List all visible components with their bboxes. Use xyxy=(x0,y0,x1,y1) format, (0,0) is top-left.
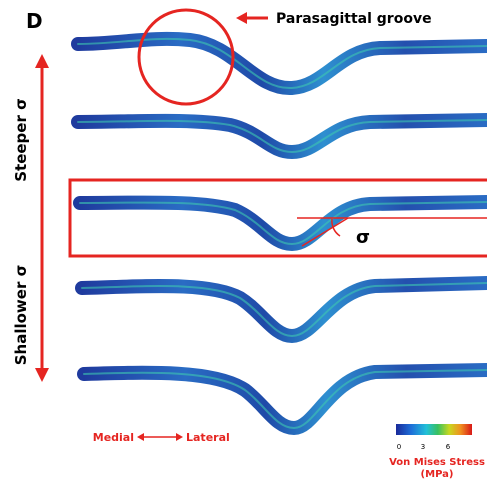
medial-label: Medial xyxy=(93,431,134,444)
figure-panel: D Parasagittal groove Steeper σ Shallowe… xyxy=(0,0,487,480)
colorbar-tick: 6 xyxy=(446,443,451,451)
groove-label: Parasagittal groove xyxy=(276,11,432,27)
arrow-head xyxy=(236,12,247,24)
colorbar-unit: (MPa) xyxy=(421,469,454,480)
angle-label: σ xyxy=(356,227,370,248)
steeper-label: Steeper σ xyxy=(12,98,30,182)
band xyxy=(84,370,487,428)
colorbar-tick: 0 xyxy=(397,443,401,451)
colorbar xyxy=(396,424,472,435)
shallower-label: Shallower σ xyxy=(12,265,30,366)
colorbar-title: Von Mises Stress xyxy=(389,457,485,468)
panel-label: D xyxy=(26,9,43,33)
lateral-label: Lateral xyxy=(186,431,230,444)
band xyxy=(82,283,487,336)
band xyxy=(80,202,487,244)
colorbar-tick: 3 xyxy=(421,443,425,451)
bands xyxy=(78,39,487,428)
band xyxy=(78,120,487,152)
